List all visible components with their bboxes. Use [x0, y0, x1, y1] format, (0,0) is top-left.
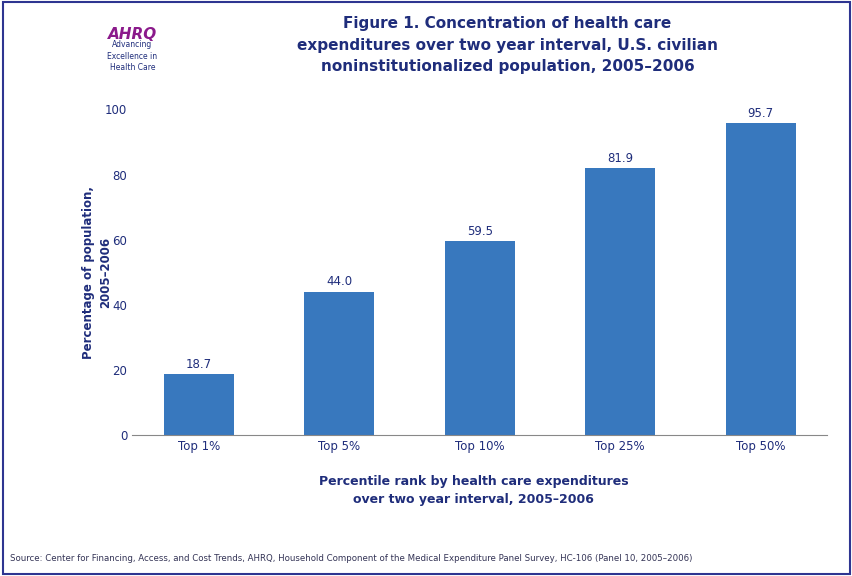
Y-axis label: Percentage of population,
2005–2006: Percentage of population, 2005–2006: [82, 185, 112, 359]
Text: 44.0: 44.0: [326, 275, 352, 289]
Text: AHRQ: AHRQ: [107, 28, 157, 43]
Text: Source: Center for Financing, Access, and Cost Trends, AHRQ, Household Component: Source: Center for Financing, Access, an…: [10, 554, 692, 563]
Bar: [164, 374, 233, 435]
Bar: [304, 291, 374, 435]
Text: 59.5: 59.5: [466, 225, 492, 238]
Text: Figure 1. Concentration of health care
expenditures over two year interval, U.S.: Figure 1. Concentration of health care e…: [296, 16, 717, 74]
Bar: [584, 168, 654, 435]
Text: 81.9: 81.9: [607, 152, 632, 165]
Text: Percentile rank by health care expenditures
over two year interval, 2005–2006: Percentile rank by health care expenditu…: [319, 475, 627, 506]
Text: Advancing
Excellence in
Health Care: Advancing Excellence in Health Care: [107, 40, 157, 73]
Bar: [444, 241, 515, 435]
Text: 95.7: 95.7: [746, 107, 773, 120]
Bar: [725, 123, 795, 435]
Text: 18.7: 18.7: [186, 358, 212, 371]
